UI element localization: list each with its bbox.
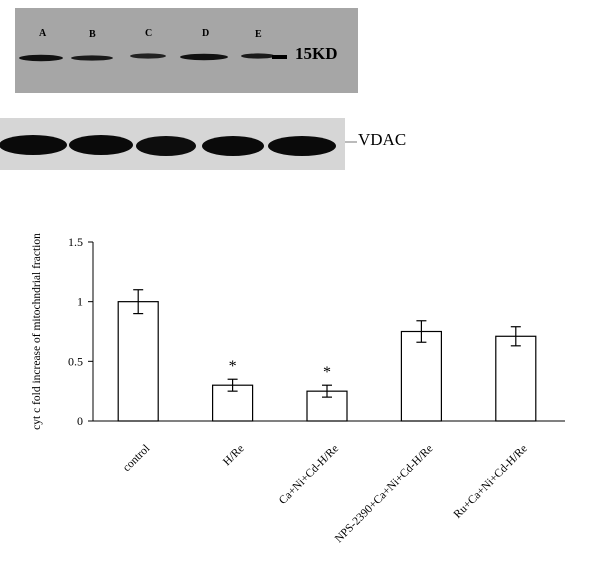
vdac-band-c bbox=[136, 136, 196, 156]
vdac-band-a bbox=[0, 135, 67, 155]
y-tick-label: 1 bbox=[77, 295, 83, 309]
vdac-band-d bbox=[202, 136, 264, 156]
band-lane-a bbox=[19, 54, 63, 62]
bar-chart: 0 0.5 1 1.5 control * H/Re * Ca+Ni+Cd-H/ReNPS-2… bbox=[31, 233, 565, 546]
bar bbox=[495, 335, 537, 422]
blot-bands-vdac bbox=[0, 118, 345, 170]
chart-axes: 0 0.5 1 1.5 bbox=[68, 235, 565, 428]
chart-bars: control * H/Re * Ca+Ni+Cd-H/ReNPS-2390+Ca+Ni… bbox=[117, 289, 537, 546]
x-tick-label: Ru+Ca+Ni+Cd-H/Re bbox=[452, 443, 530, 521]
x-tick-label: control bbox=[121, 443, 153, 475]
band-lane-e bbox=[241, 53, 275, 59]
blot-bands-cytc bbox=[15, 8, 358, 93]
lane-label-b: B bbox=[89, 29, 96, 40]
marker-band bbox=[272, 55, 287, 59]
band-lane-d bbox=[180, 53, 228, 61]
band-lane-b bbox=[71, 55, 113, 61]
y-tick-label: 0.5 bbox=[68, 354, 83, 368]
lane-label-c: C bbox=[145, 28, 153, 39]
y-tick-label: 1.5 bbox=[68, 235, 83, 249]
significance-marker: * bbox=[229, 358, 237, 375]
lane-label-e: E bbox=[255, 29, 262, 40]
y-axis-label: cyt c fold increase of mitochndrial frac… bbox=[31, 233, 43, 430]
x-tick-label: Ca+Ni+Cd-H/Re bbox=[277, 443, 341, 507]
western-blot-cytc: A B C D E 15KD bbox=[15, 8, 358, 93]
band-lane-c bbox=[130, 53, 166, 59]
vdac-band-e bbox=[268, 136, 336, 156]
y-tick-label: 0 bbox=[77, 414, 83, 428]
x-tick-label: H/Re bbox=[221, 443, 247, 469]
lane-label-a: A bbox=[39, 28, 47, 39]
marker-size-label: 15KD bbox=[295, 44, 338, 63]
bar bbox=[400, 330, 442, 422]
vdac-band-b bbox=[69, 135, 133, 155]
significance-marker: * bbox=[323, 364, 331, 381]
western-blot-vdac bbox=[0, 118, 345, 170]
vdac-label: VDAC bbox=[358, 130, 407, 149]
lane-label-d: D bbox=[202, 28, 210, 39]
vdac-pointer-line bbox=[345, 141, 357, 143]
bar bbox=[117, 301, 159, 422]
x-tick-label: NPS-2390+Ca+Ni+Cd-H/Re bbox=[333, 443, 436, 546]
